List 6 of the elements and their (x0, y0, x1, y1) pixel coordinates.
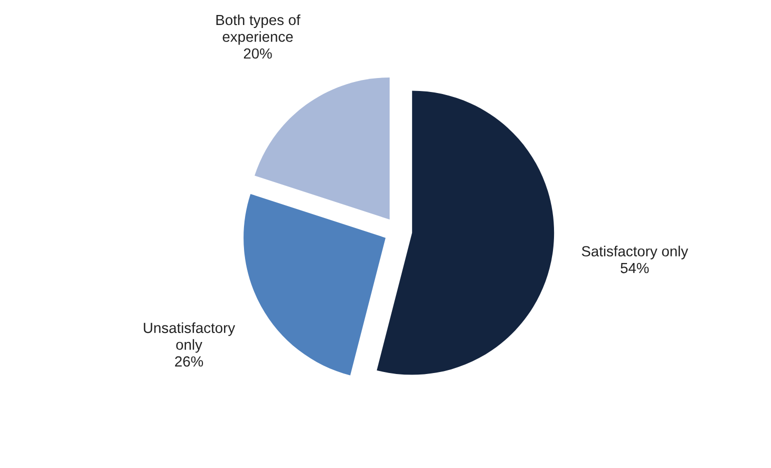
data-label: 26% (175, 356, 204, 367)
data-label: 20% (244, 48, 272, 59)
slice-label: Both types of experience (216, 14, 300, 45)
slice-label: Satisfactory only (582, 246, 688, 260)
data-label: 54% (620, 262, 649, 274)
slice-label: Unsatisfactory only (144, 322, 236, 353)
